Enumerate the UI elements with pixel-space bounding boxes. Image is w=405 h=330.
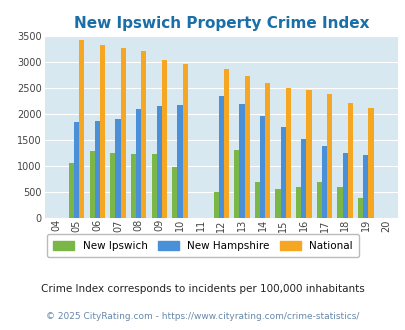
Bar [347, 103, 352, 218]
Bar [136, 109, 141, 218]
Bar [141, 51, 146, 218]
Bar [280, 126, 285, 218]
Bar [306, 90, 311, 218]
Bar [120, 48, 126, 218]
Title: New Ipswich Property Crime Index: New Ipswich Property Crime Index [73, 16, 368, 31]
Bar [285, 88, 290, 218]
Bar [110, 153, 115, 218]
Bar [115, 119, 120, 218]
Bar [264, 83, 270, 218]
Bar [130, 154, 136, 218]
Bar [69, 163, 74, 218]
Bar [218, 96, 223, 218]
Bar [239, 104, 244, 218]
Bar [156, 106, 162, 218]
Bar [151, 154, 156, 218]
Bar [100, 45, 105, 218]
Bar [362, 154, 368, 218]
Legend: New Ipswich, New Hampshire, National: New Ipswich, New Hampshire, National [47, 234, 358, 257]
Bar [244, 76, 249, 218]
Bar [301, 140, 306, 218]
Text: Crime Index corresponds to incidents per 100,000 inhabitants: Crime Index corresponds to incidents per… [41, 284, 364, 294]
Bar [295, 187, 301, 218]
Bar [74, 122, 79, 218]
Bar [254, 182, 259, 218]
Bar [321, 146, 326, 218]
Text: © 2025 CityRating.com - https://www.cityrating.com/crime-statistics/: © 2025 CityRating.com - https://www.city… [46, 312, 359, 321]
Bar [259, 115, 264, 218]
Bar [162, 60, 166, 218]
Bar [368, 108, 373, 218]
Bar [177, 105, 182, 218]
Bar [357, 198, 362, 218]
Bar [223, 70, 228, 218]
Bar [316, 182, 321, 218]
Bar [172, 168, 177, 218]
Bar [182, 64, 187, 218]
Bar [275, 189, 280, 218]
Bar [234, 150, 239, 218]
Bar [79, 41, 84, 218]
Bar [337, 187, 342, 218]
Bar [90, 151, 94, 218]
Bar [342, 153, 347, 218]
Bar [94, 121, 100, 218]
Bar [213, 192, 218, 218]
Bar [326, 94, 331, 218]
